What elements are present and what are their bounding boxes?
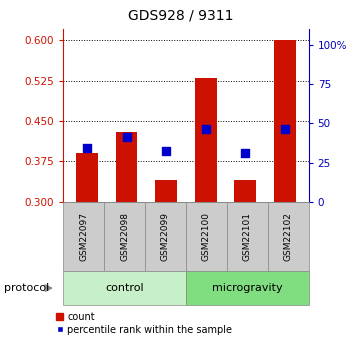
Bar — [116, 132, 138, 202]
Text: GDS928 / 9311: GDS928 / 9311 — [128, 9, 233, 23]
Bar — [234, 180, 256, 202]
Bar — [76, 153, 98, 202]
Text: GSM22098: GSM22098 — [120, 212, 129, 261]
Point — [282, 126, 288, 132]
Bar — [155, 180, 177, 202]
Text: GSM22100: GSM22100 — [202, 212, 211, 261]
Point — [243, 150, 248, 156]
Text: microgravity: microgravity — [212, 283, 283, 293]
Text: control: control — [105, 283, 144, 293]
Point — [123, 135, 129, 140]
Point — [84, 145, 90, 151]
Text: GSM22097: GSM22097 — [79, 212, 88, 261]
Bar — [274, 40, 296, 202]
Text: GSM22102: GSM22102 — [284, 212, 293, 261]
Text: protocol: protocol — [4, 283, 49, 293]
Point — [163, 148, 169, 154]
Bar — [195, 78, 217, 202]
Point — [203, 126, 209, 132]
Legend: count, percentile rank within the sample: count, percentile rank within the sample — [52, 308, 236, 338]
Text: GSM22099: GSM22099 — [161, 212, 170, 261]
Text: GSM22101: GSM22101 — [243, 212, 252, 261]
